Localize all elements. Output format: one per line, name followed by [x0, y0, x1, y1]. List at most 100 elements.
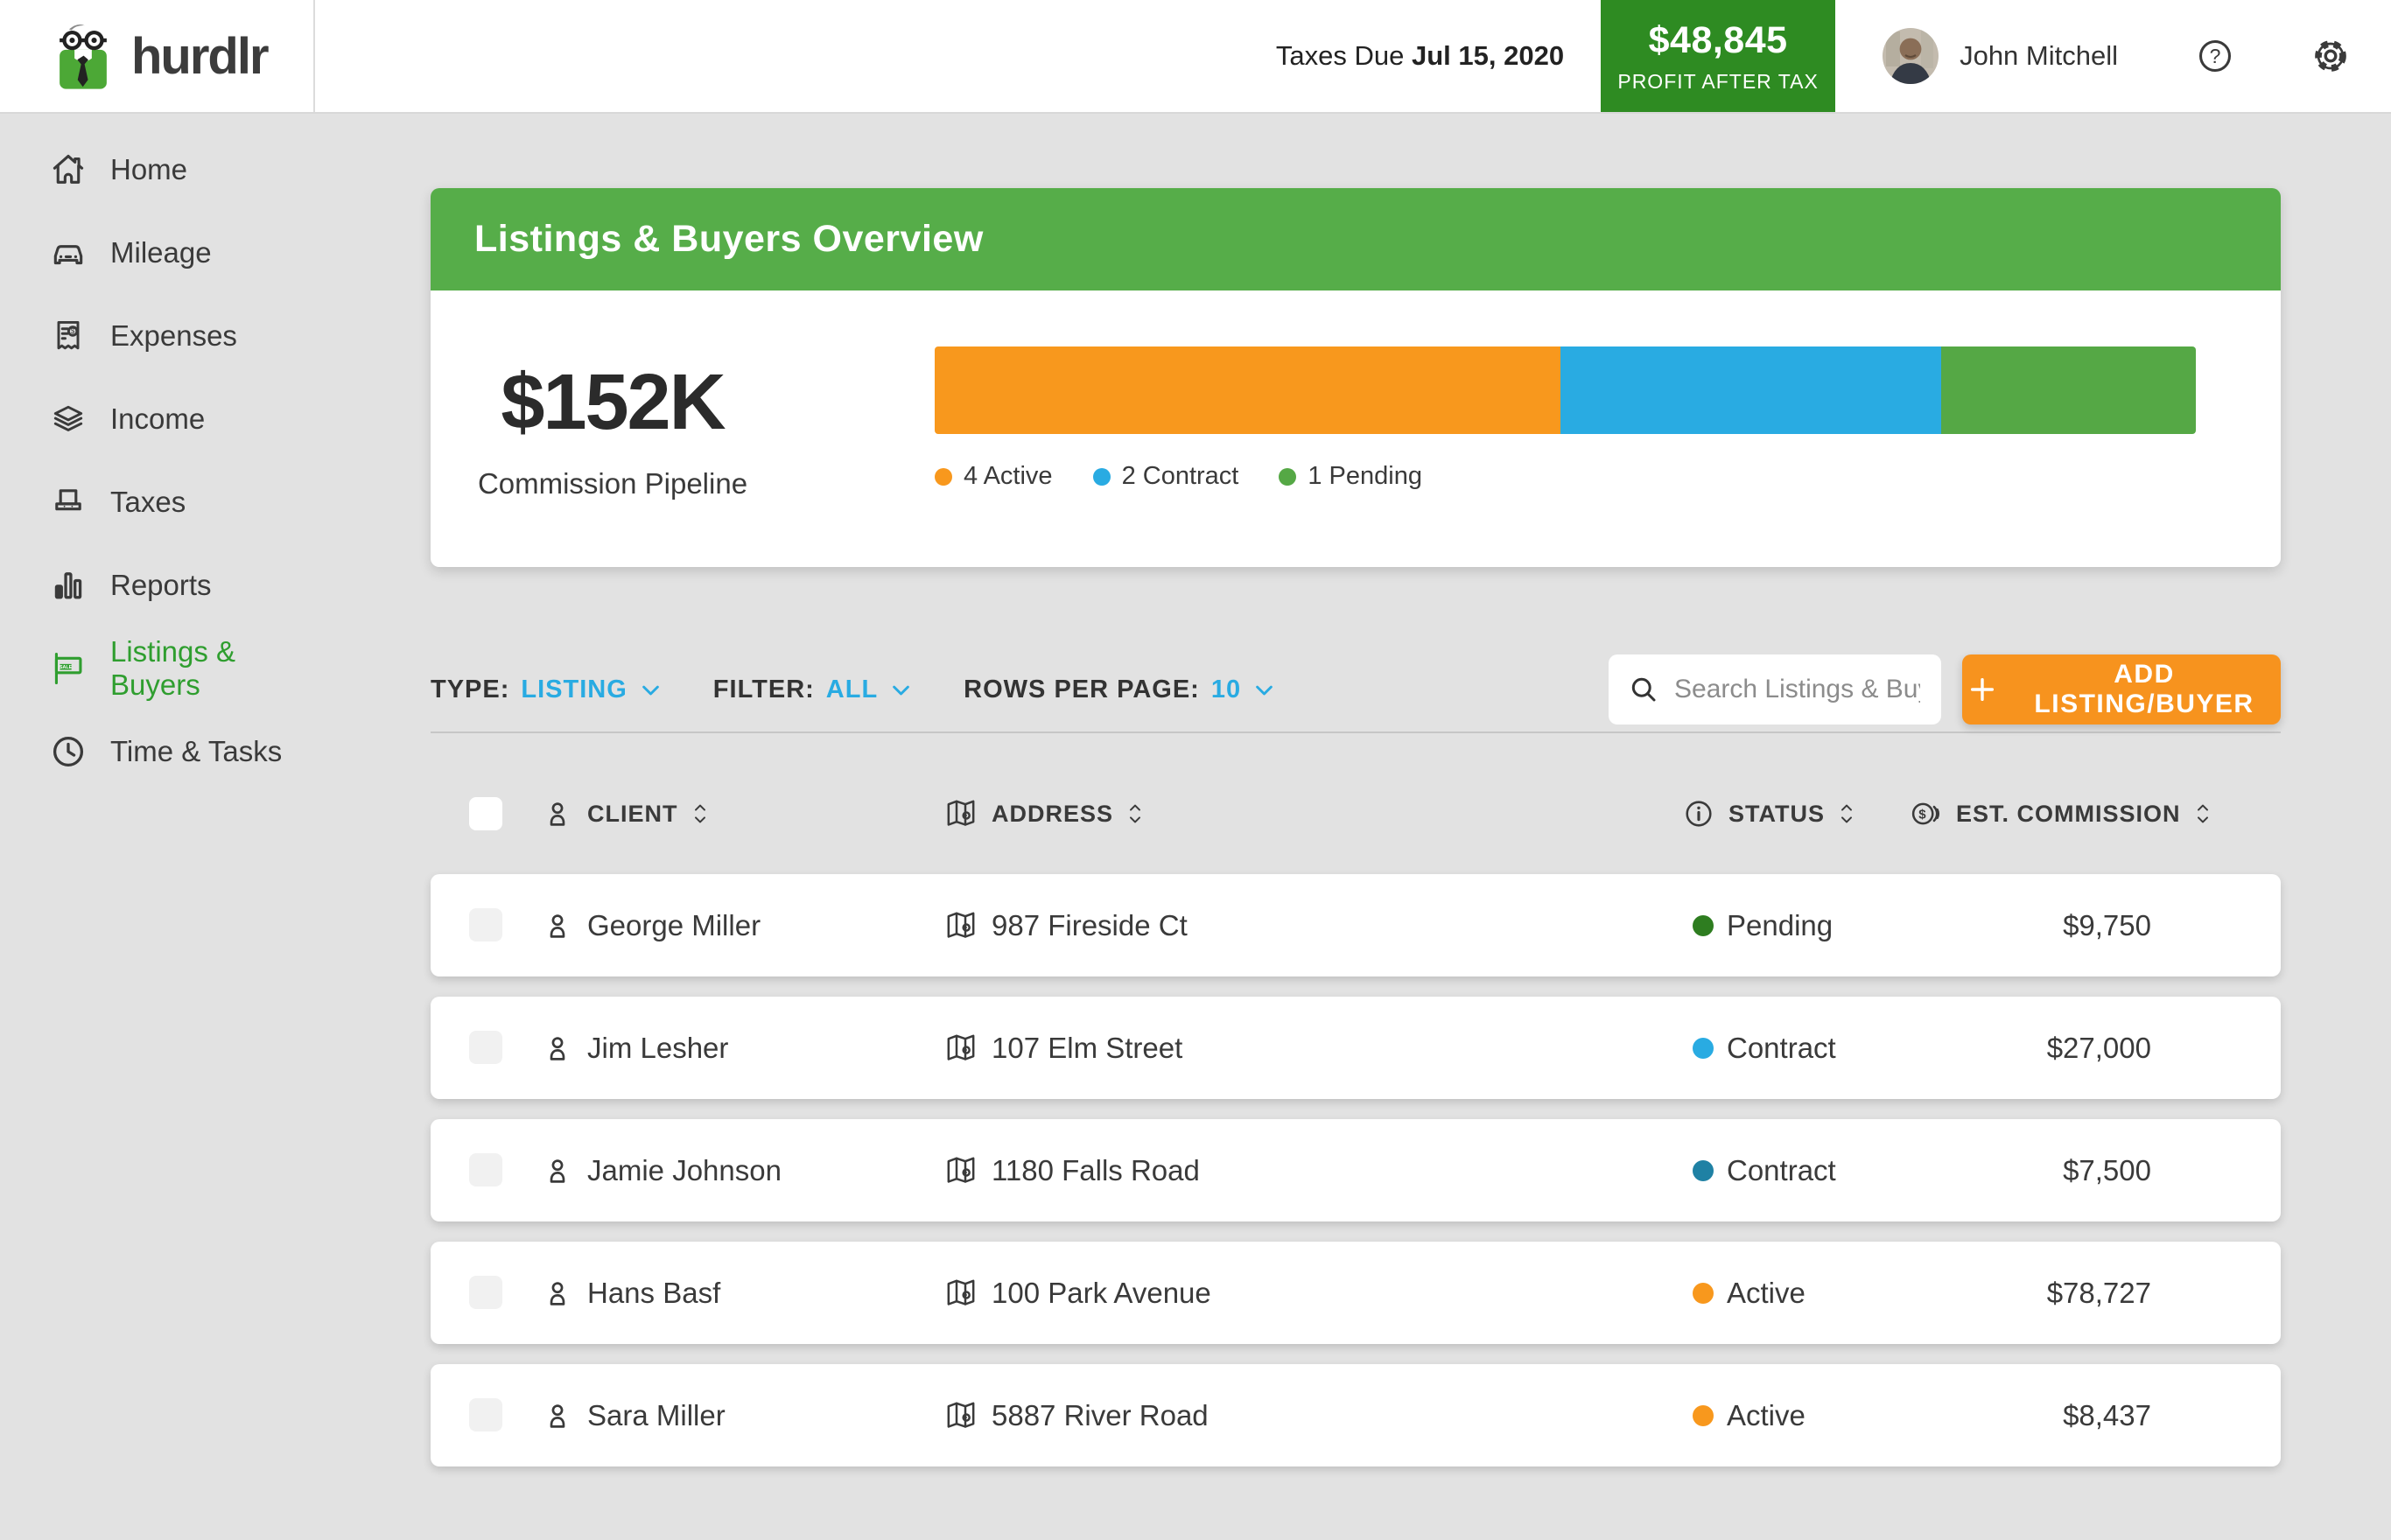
client-name: Jim Lesher: [587, 1032, 728, 1065]
svg-text:SALE: SALE: [60, 665, 73, 670]
row-checkbox[interactable]: [469, 1153, 502, 1186]
chevron-down-icon: [889, 678, 913, 702]
svg-text:$: $: [1918, 808, 1927, 822]
legend-dot-pending: [1279, 468, 1296, 486]
sidebar-item-expenses[interactable]: $ Expenses: [0, 294, 315, 377]
sidebar-item-label: Home: [110, 153, 187, 186]
map-icon: [943, 1398, 978, 1433]
legend-dot-active: [935, 468, 952, 486]
settings-gear-icon[interactable]: [2310, 36, 2351, 76]
sidebar-item-reports[interactable]: Reports: [0, 543, 315, 626]
search-input[interactable]: [1672, 674, 1922, 705]
column-header-commission[interactable]: $ EST. COMMISSION: [1910, 782, 2212, 845]
sidebar-item-listings-buyers[interactable]: SALE Listings & Buyers: [0, 626, 315, 710]
type-dropdown[interactable]: TYPE: LISTING: [431, 676, 663, 704]
profit-after-tax-box[interactable]: $48,845 PROFIT AFTER TAX: [1601, 0, 1835, 112]
row-checkbox[interactable]: [469, 1031, 502, 1064]
taxes-due-date: Jul 15, 2020: [1412, 40, 1564, 71]
filter-dropdown[interactable]: FILTER: ALL: [713, 676, 913, 704]
pipeline-segment-contract: [1560, 346, 1941, 434]
sort-icon: [2194, 801, 2212, 827]
table-row[interactable]: Hans Basf 100 Park Avenue Active $78,727: [431, 1242, 2281, 1344]
legend-item-contract: 2 Contract: [1093, 462, 1239, 491]
svg-text:?: ?: [2210, 45, 2221, 67]
pipeline-segment-active: [935, 346, 1560, 434]
client-name: Jamie Johnson: [587, 1154, 782, 1187]
chevron-down-icon: [1252, 678, 1276, 702]
sort-icon: [1126, 801, 1144, 827]
sidebar-item-label: Income: [110, 402, 205, 436]
help-icon[interactable]: ?: [2195, 36, 2235, 76]
sidebar-item-income[interactable]: Income: [0, 377, 315, 460]
rows-per-page-dropdown[interactable]: ROWS PER PAGE: 10: [964, 676, 1276, 704]
map-icon: [943, 796, 978, 831]
client-name: Sara Miller: [587, 1399, 726, 1432]
type-label: TYPE:: [431, 676, 509, 704]
taxes-due-text: Taxes Due Jul 15, 2020: [1276, 40, 1564, 72]
sidebar-item-home[interactable]: Home: [0, 128, 315, 211]
rows-per-page-label: ROWS PER PAGE:: [964, 676, 1200, 704]
column-header-status[interactable]: STATUS: [1682, 782, 1855, 845]
status-label: Pending: [1727, 909, 1833, 942]
table-header-row: CLIENT ADDRESS: [431, 782, 2281, 845]
sidebar-item-label: Taxes: [110, 486, 186, 519]
profit-label: PROFIT AFTER TAX: [1617, 70, 1818, 94]
table-row[interactable]: George Miller 987 Fireside Ct Pending $9…: [431, 874, 2281, 976]
plus-icon: [1967, 675, 1997, 704]
user-avatar[interactable]: [1883, 28, 1939, 84]
overview-card-header: Listings & Buyers Overview: [431, 188, 2281, 290]
est-commission: $27,000: [2047, 997, 2151, 1099]
column-header-address[interactable]: ADDRESS: [943, 782, 1144, 845]
legend-item-active: 4 Active: [935, 462, 1053, 491]
sidebar-item-mileage[interactable]: Mileage: [0, 211, 315, 294]
row-checkbox[interactable]: [469, 1276, 502, 1309]
est-commission: $9,750: [2063, 874, 2151, 976]
receipt-icon: $: [49, 317, 88, 355]
status-dot: [1693, 1038, 1714, 1059]
row-checkbox[interactable]: [469, 1398, 502, 1432]
pipeline-total-amount: $152K: [501, 358, 724, 448]
listing-address: 987 Fireside Ct: [992, 909, 1188, 942]
map-icon: [943, 1153, 978, 1188]
sidebar-item-label: Listings & Buyers: [110, 635, 315, 702]
listing-address: 100 Park Avenue: [992, 1277, 1211, 1310]
person-icon: [541, 1399, 574, 1432]
table-row[interactable]: Jim Lesher 107 Elm Street Contract $27,0…: [431, 997, 2281, 1099]
person-icon: [541, 909, 574, 942]
est-commission: $7,500: [2063, 1119, 2151, 1222]
legend-item-pending: 1 Pending: [1279, 462, 1422, 491]
pipeline-total-label: Commission Pipeline: [478, 467, 747, 500]
hurdlr-mascot-icon: [46, 18, 121, 94]
listing-address: 1180 Falls Road: [992, 1154, 1200, 1187]
status-dot: [1693, 1283, 1714, 1304]
status-label: Active: [1727, 1399, 1806, 1432]
person-icon: [541, 1154, 574, 1187]
top-hat-icon: [49, 483, 88, 522]
main-area: Listings & Buyers Overview $152K Commiss…: [315, 114, 2391, 1540]
bar-chart-icon: [49, 566, 88, 605]
pipeline-legend: 4 Active 2 Contract 1 Pending: [935, 462, 1422, 491]
filter-value: ALL: [826, 676, 878, 704]
rows-per-page-value: 10: [1211, 676, 1241, 704]
person-icon: [541, 1277, 574, 1310]
sidebar-item-time-tasks[interactable]: Time & Tasks: [0, 710, 315, 793]
add-listing-buyer-button[interactable]: ADD LISTING/BUYER: [1962, 654, 2281, 724]
person-icon: [541, 797, 574, 830]
status-label: Contract: [1727, 1154, 1836, 1187]
select-all-checkbox[interactable]: [469, 797, 502, 830]
listing-address: 107 Elm Street: [992, 1032, 1182, 1065]
table-row[interactable]: Sara Miller 5887 River Road Active $8,43…: [431, 1364, 2281, 1466]
row-checkbox[interactable]: [469, 908, 502, 942]
person-icon: [541, 1032, 574, 1065]
client-name: Hans Basf: [587, 1277, 720, 1310]
column-header-client[interactable]: CLIENT: [541, 782, 709, 845]
status-dot: [1693, 1405, 1714, 1426]
sidebar-item-label: Mileage: [110, 236, 212, 270]
brand-logo[interactable]: hurdlr: [0, 0, 315, 112]
sidebar-item-taxes[interactable]: Taxes: [0, 460, 315, 543]
status-label: Contract: [1727, 1032, 1836, 1065]
money-stack-icon: [49, 400, 88, 438]
listings-buyers-overview-card: Listings & Buyers Overview $152K Commiss…: [431, 188, 2281, 567]
search-box[interactable]: [1609, 654, 1941, 724]
table-row[interactable]: Jamie Johnson 1180 Falls Road Contract $…: [431, 1119, 2281, 1222]
